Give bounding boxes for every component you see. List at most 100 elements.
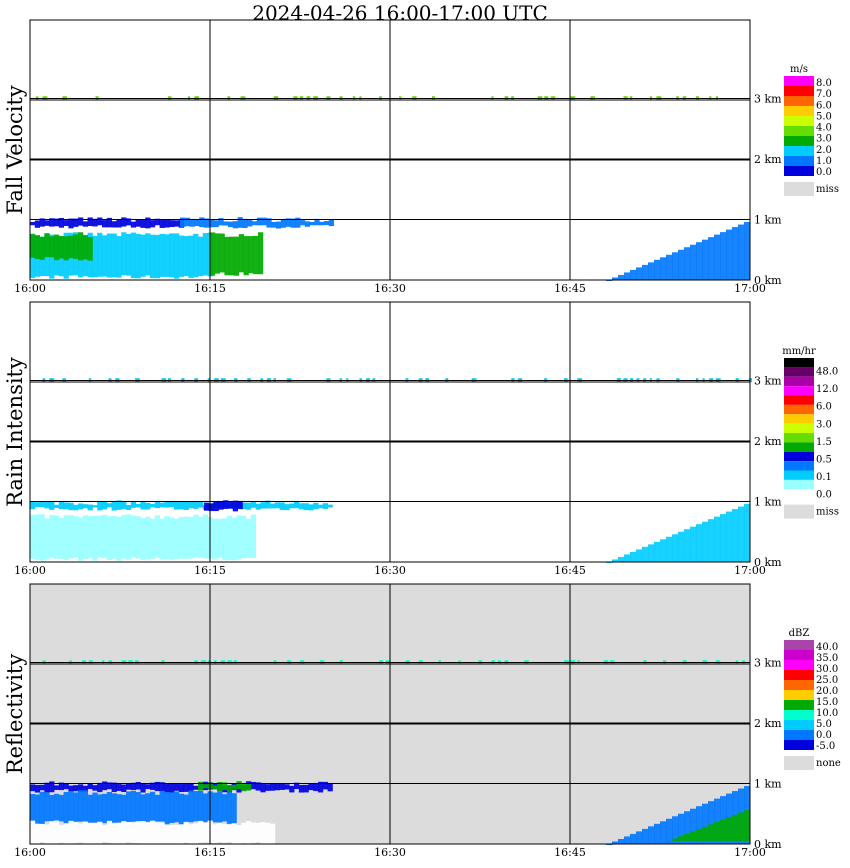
- data-cell: [78, 790, 84, 822]
- data-cell: [231, 793, 237, 825]
- data-cell: [266, 218, 272, 228]
- data-cell: [116, 794, 122, 824]
- data-cell: [135, 219, 141, 227]
- data-cell: [261, 217, 267, 226]
- data-cell: [44, 792, 50, 822]
- data-cell: [121, 784, 127, 793]
- x-tick-label: 16:00: [14, 564, 46, 577]
- legend-swatch: [784, 442, 814, 452]
- data-cell: [73, 504, 79, 511]
- data-cell: [726, 229, 733, 280]
- data-cell: [178, 516, 184, 559]
- data-region: [30, 232, 93, 261]
- y-axis-label: Rain Intensity: [3, 357, 27, 507]
- data-cell: [111, 221, 117, 228]
- legend-unit: dBZ: [789, 628, 810, 639]
- data-cell: [68, 515, 74, 559]
- legend-label: 0.1: [816, 472, 832, 483]
- data-cell: [82, 504, 88, 509]
- data-cell: [222, 794, 228, 822]
- data-cell: [232, 500, 238, 512]
- data-cell: [184, 217, 190, 227]
- data-cell: [218, 218, 224, 226]
- data-cell: [198, 501, 204, 508]
- data-cell: [68, 235, 74, 259]
- data-cell: [92, 792, 98, 823]
- legend-swatch: [784, 720, 814, 730]
- data-cell: [92, 505, 98, 508]
- data-cell: [327, 783, 333, 792]
- x-tick-label: 16:15: [194, 846, 226, 859]
- data-cell: [678, 836, 685, 841]
- data-cell: [82, 785, 88, 793]
- data-cell: [54, 785, 60, 790]
- x-tick-label: 17:00: [734, 846, 766, 859]
- data-cell: [726, 817, 733, 841]
- data-cell: [690, 244, 697, 280]
- data-cell: [313, 782, 319, 792]
- data-cell: [30, 233, 36, 258]
- data-cell: [49, 218, 55, 227]
- data-cell: [78, 232, 84, 261]
- data-cell: [121, 821, 127, 845]
- data-cell: [289, 785, 295, 793]
- data-cell: [271, 221, 277, 228]
- data-region: [180, 217, 334, 229]
- data-cell: [732, 814, 739, 841]
- data-cell: [154, 234, 160, 279]
- legend-label: 6.0: [816, 100, 832, 111]
- data-cell: [654, 823, 661, 844]
- data-cell: [30, 514, 36, 559]
- data-cell: [642, 546, 649, 562]
- data-cell: [150, 234, 156, 279]
- data-cell: [250, 822, 256, 843]
- legend-label: 10.0: [816, 708, 838, 719]
- legend-swatch: [784, 166, 814, 176]
- data-cell: [140, 518, 146, 560]
- data-cell: [164, 219, 170, 228]
- data-cell: [130, 221, 136, 228]
- x-tick-label: 17:00: [734, 564, 766, 577]
- height-tick-label: 2 km: [754, 717, 782, 730]
- data-cell: [73, 234, 79, 259]
- x-tick-label: 16:45: [554, 846, 586, 859]
- data-cell: [87, 794, 93, 824]
- legend-swatch: [784, 386, 814, 396]
- data-cell: [241, 822, 247, 844]
- data-cell: [49, 501, 55, 510]
- plot-frame: [29, 583, 751, 845]
- x-tick-label: 16:15: [194, 282, 226, 295]
- data-cell: [58, 236, 64, 259]
- data-cell: [295, 217, 301, 228]
- data-cell: [188, 516, 194, 559]
- data-cell: [202, 514, 208, 559]
- data-cell: [642, 264, 649, 280]
- legend-swatch: [784, 182, 814, 196]
- data-cell: [116, 500, 122, 510]
- data-cell: [660, 539, 667, 562]
- data-cell: [223, 221, 229, 226]
- height-tick-label: 1 km: [754, 778, 782, 791]
- data-cell: [274, 783, 280, 791]
- data-cell: [145, 822, 151, 845]
- legend-swatch: [784, 423, 814, 433]
- data-cell: [237, 217, 243, 228]
- data-cell: [164, 516, 170, 560]
- data-cell: [82, 235, 88, 260]
- data-cell: [58, 517, 64, 559]
- legend-label: 20.0: [816, 686, 838, 697]
- legend-swatch: [784, 156, 814, 166]
- data-cell: [265, 784, 271, 791]
- data-cell: [154, 781, 160, 792]
- data-cell: [199, 217, 205, 228]
- data-cell: [696, 829, 703, 841]
- data-cell: [327, 504, 333, 508]
- data-cell: [213, 501, 219, 512]
- data-cell: [82, 790, 88, 822]
- data-cell: [232, 221, 238, 229]
- data-cell: [159, 233, 165, 277]
- data-cell: [630, 269, 637, 280]
- data-cell: [150, 220, 156, 228]
- legend-swatch: [784, 479, 814, 490]
- data-cell: [82, 221, 88, 227]
